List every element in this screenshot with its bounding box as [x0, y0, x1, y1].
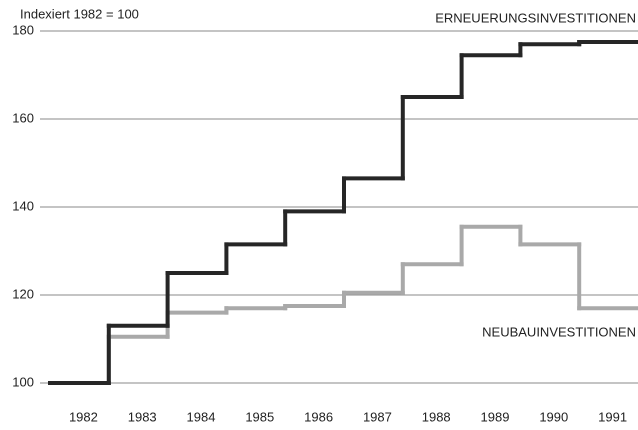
- x-tick-label: 1991: [598, 409, 627, 424]
- y-tick-label: 100: [12, 374, 34, 389]
- x-tick-label: 1987: [363, 409, 392, 424]
- y-tick-label: 140: [12, 198, 34, 213]
- y-tick-label: 160: [12, 110, 34, 125]
- y-axis-label: Indexiert 1982 = 100: [20, 6, 139, 21]
- x-tick-label: 1986: [304, 409, 333, 424]
- x-tick-label: 1989: [481, 409, 510, 424]
- x-tick-label: 1985: [245, 409, 274, 424]
- series-label: ERNEUERUNGSINVESTITIONEN: [435, 10, 636, 25]
- x-tick-label: 1983: [128, 409, 157, 424]
- x-tick-label: 1990: [539, 409, 568, 424]
- x-tick-label: 1982: [69, 409, 98, 424]
- series-label: NEUBAUINVESTITIONEN: [482, 324, 636, 339]
- y-tick-label: 180: [12, 22, 34, 37]
- x-tick-label: 1988: [422, 409, 451, 424]
- y-tick-label: 120: [12, 286, 34, 301]
- x-tick-label: 1984: [187, 409, 216, 424]
